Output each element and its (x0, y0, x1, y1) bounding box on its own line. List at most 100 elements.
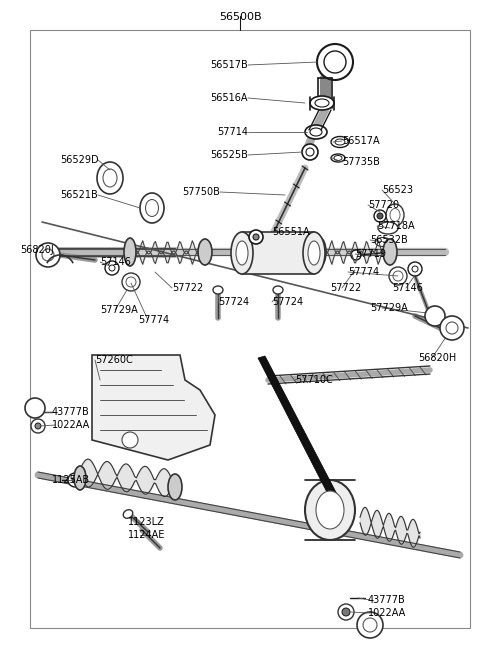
Ellipse shape (386, 204, 404, 226)
Text: 56529D: 56529D (60, 155, 98, 165)
Ellipse shape (331, 136, 349, 148)
Text: 57724: 57724 (272, 297, 303, 307)
Circle shape (42, 249, 54, 261)
Ellipse shape (236, 241, 248, 265)
Circle shape (35, 423, 41, 429)
Ellipse shape (331, 154, 345, 162)
Ellipse shape (140, 193, 164, 223)
Ellipse shape (305, 480, 355, 540)
Circle shape (412, 266, 418, 272)
Circle shape (389, 267, 407, 285)
Circle shape (253, 234, 259, 240)
Text: 57750B: 57750B (182, 187, 220, 197)
Circle shape (72, 477, 78, 483)
Polygon shape (92, 355, 215, 460)
Circle shape (109, 265, 115, 271)
Ellipse shape (383, 239, 397, 265)
Circle shape (377, 213, 383, 219)
Text: 57774: 57774 (348, 267, 379, 277)
Circle shape (363, 618, 377, 632)
Circle shape (393, 271, 403, 281)
Circle shape (249, 230, 263, 244)
Text: 57720: 57720 (368, 200, 399, 210)
Text: 1125AB: 1125AB (52, 475, 90, 485)
Ellipse shape (310, 96, 334, 110)
Text: 57710C: 57710C (295, 375, 333, 385)
Circle shape (440, 316, 464, 340)
Polygon shape (258, 356, 340, 502)
Ellipse shape (334, 155, 342, 161)
Ellipse shape (74, 466, 86, 490)
Text: 56517B: 56517B (210, 60, 248, 70)
Text: 56820J: 56820J (20, 245, 54, 255)
Ellipse shape (231, 232, 253, 274)
Text: 57146: 57146 (392, 283, 423, 293)
Text: 1123LZ: 1123LZ (128, 517, 165, 527)
Circle shape (324, 51, 346, 73)
Circle shape (105, 261, 119, 275)
Ellipse shape (145, 199, 158, 216)
Circle shape (68, 473, 82, 487)
Ellipse shape (198, 239, 212, 265)
Text: 57718A: 57718A (377, 221, 415, 231)
Circle shape (36, 243, 60, 267)
Text: 57260C: 57260C (95, 355, 133, 365)
Ellipse shape (315, 99, 329, 107)
Circle shape (408, 262, 422, 276)
Circle shape (446, 322, 458, 334)
Text: 56517A: 56517A (342, 136, 380, 146)
Circle shape (31, 419, 45, 433)
Ellipse shape (310, 128, 322, 136)
Ellipse shape (123, 510, 133, 518)
Ellipse shape (103, 169, 117, 187)
Circle shape (122, 273, 140, 291)
Text: 57722: 57722 (330, 283, 361, 293)
Ellipse shape (316, 491, 344, 529)
Circle shape (342, 608, 350, 616)
Text: 56500B: 56500B (219, 12, 261, 22)
Text: 56525B: 56525B (210, 150, 248, 160)
Ellipse shape (378, 222, 398, 234)
Circle shape (351, 250, 361, 260)
Ellipse shape (97, 162, 123, 194)
Ellipse shape (314, 238, 326, 266)
Circle shape (302, 144, 318, 160)
Text: 56516A: 56516A (211, 93, 248, 103)
Text: 57724: 57724 (218, 297, 249, 307)
Circle shape (126, 277, 136, 287)
Circle shape (374, 210, 386, 222)
Text: 56521B: 56521B (60, 190, 98, 200)
Ellipse shape (168, 474, 182, 500)
Text: 43777B: 43777B (368, 595, 406, 605)
Ellipse shape (213, 286, 223, 294)
Text: 57722: 57722 (172, 283, 203, 293)
Text: 57719: 57719 (355, 249, 386, 259)
Text: 1124AE: 1124AE (128, 530, 166, 540)
Circle shape (306, 148, 314, 156)
Text: 56551A: 56551A (272, 227, 310, 237)
Text: 57714: 57714 (217, 127, 248, 137)
Ellipse shape (303, 232, 325, 274)
Circle shape (317, 44, 353, 80)
Ellipse shape (308, 241, 320, 265)
Text: 56532B: 56532B (370, 235, 408, 245)
Ellipse shape (375, 237, 391, 247)
Text: 57146: 57146 (100, 257, 131, 267)
Text: 43777B: 43777B (52, 407, 90, 417)
Circle shape (122, 432, 138, 448)
Text: 57729A: 57729A (370, 303, 408, 313)
Text: 57729A: 57729A (100, 305, 138, 315)
Circle shape (25, 398, 45, 418)
Text: 56523: 56523 (382, 185, 413, 195)
Circle shape (425, 306, 445, 326)
Text: 56820H: 56820H (418, 353, 456, 363)
Circle shape (338, 604, 354, 620)
Text: 1022AA: 1022AA (52, 420, 90, 430)
Ellipse shape (273, 286, 283, 294)
Bar (242, 232, 314, 274)
Text: 57735B: 57735B (342, 157, 380, 167)
Ellipse shape (305, 125, 327, 139)
Ellipse shape (335, 139, 345, 145)
Text: 57774: 57774 (138, 315, 169, 325)
Ellipse shape (390, 209, 400, 222)
